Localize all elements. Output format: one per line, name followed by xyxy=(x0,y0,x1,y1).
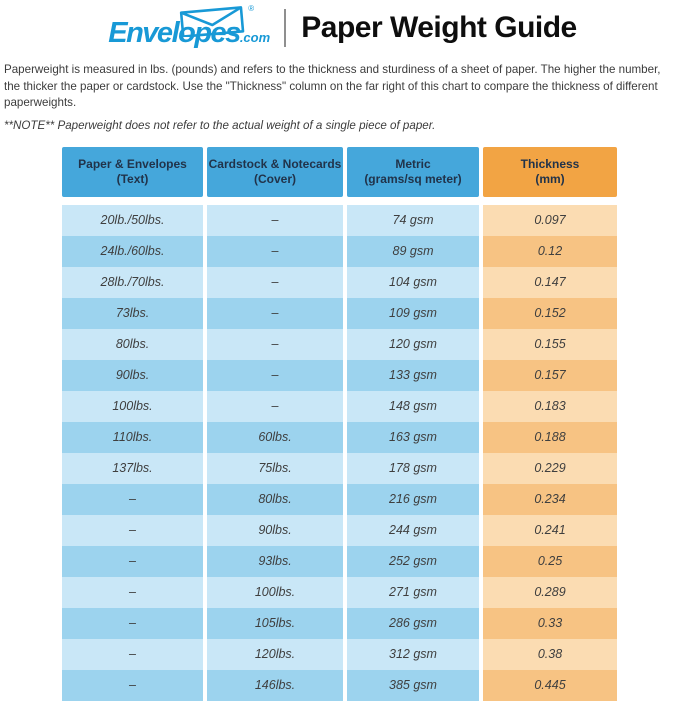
intro-paragraph: Paperweight is measured in lbs. (pounds)… xyxy=(4,63,661,109)
cell-cardstock-notecards: – xyxy=(207,235,343,267)
cell-thickness: 0.147 xyxy=(483,266,617,298)
column-header-line: (Cover) xyxy=(253,171,296,186)
column-header-metric: Metric (grams/sq meter) xyxy=(347,146,479,197)
cell-cardstock-notecards: 60lbs. xyxy=(207,421,343,453)
logo-wordmark: Envelopes.com xyxy=(108,17,270,50)
cell-paper-envelopes: – xyxy=(62,545,203,577)
page-title: Paper Weight Guide xyxy=(301,10,577,44)
cell-metric: 104 gsm xyxy=(347,266,479,298)
column-header-cardstock-notecards: Cardstock & Notecards (Cover) xyxy=(207,146,343,197)
cell-thickness: 0.188 xyxy=(483,421,617,453)
cell-paper-envelopes: 28lb./70lbs. xyxy=(62,266,203,298)
cell-cardstock-notecards: 146lbs. xyxy=(207,669,343,701)
cell-thickness: 0.12 xyxy=(483,235,617,267)
cell-metric: 216 gsm xyxy=(347,483,479,515)
table-body: 20lb./50lbs. –74 gsm 0.097 24lb./60lbs. –89 … xyxy=(62,204,617,701)
column-header-line: (mm) xyxy=(535,171,565,186)
cell-thickness: 0.25 xyxy=(483,545,617,577)
vertical-divider xyxy=(284,8,287,47)
cell-metric: 74 gsm xyxy=(347,204,479,236)
cell-metric: 271 gsm xyxy=(347,576,479,608)
cell-paper-envelopes: 137lbs. xyxy=(62,452,203,484)
cell-paper-envelopes: 90lbs. xyxy=(62,359,203,391)
envelope-icon xyxy=(180,5,245,37)
cell-metric: 109 gsm xyxy=(347,297,479,329)
cell-paper-envelopes: 20lb./50lbs. xyxy=(62,204,203,236)
cell-metric: 178 gsm xyxy=(347,452,479,484)
envelopes-logo: ® Envelopes.com xyxy=(102,4,274,52)
cell-paper-envelopes: 100lbs. xyxy=(62,390,203,422)
cell-cardstock-notecards: – xyxy=(207,297,343,329)
cell-cardstock-notecards: 105lbs. xyxy=(207,607,343,639)
column-header-line: Paper & Envelopes xyxy=(78,156,187,171)
table-header-row: Paper & Envelopes (Text) Cardstock & Not… xyxy=(62,146,617,197)
cell-paper-envelopes: 110lbs. xyxy=(62,421,203,453)
cell-thickness: 0.33 xyxy=(483,607,617,639)
cell-thickness: 0.445 xyxy=(483,669,617,701)
cell-cardstock-notecards: 75lbs. xyxy=(207,452,343,484)
cell-cardstock-notecards: 90lbs. xyxy=(207,514,343,546)
cell-paper-envelopes: 73lbs. xyxy=(62,297,203,329)
cell-thickness: 0.152 xyxy=(483,297,617,329)
column-header-line: Cardstock & Notecards xyxy=(208,156,342,171)
registered-trademark: ® xyxy=(248,3,255,13)
cell-metric: 148 gsm xyxy=(347,390,479,422)
cell-thickness: 0.157 xyxy=(483,359,617,391)
cell-paper-envelopes: – xyxy=(62,607,203,639)
column-header-line: Metric xyxy=(395,156,431,171)
cell-thickness: 0.097 xyxy=(483,204,617,236)
cell-cardstock-notecards: – xyxy=(207,328,343,360)
cell-cardstock-notecards: – xyxy=(207,266,343,298)
paper-weight-table: Paper & Envelopes (Text) Cardstock & Not… xyxy=(62,146,617,701)
column-header-line: Thickness xyxy=(520,156,580,171)
cell-metric: 244 gsm xyxy=(347,514,479,546)
intro-note: **NOTE** Paperweight does not refer to t… xyxy=(4,118,436,132)
brand-bar: ® Envelopes.com Paper Weight Guide xyxy=(0,0,679,52)
column-header-thickness: Thickness (mm) xyxy=(483,146,617,197)
cell-cardstock-notecards: 120lbs. xyxy=(207,638,343,670)
cell-metric: 89 gsm xyxy=(347,235,479,267)
cell-paper-envelopes: 24lb./60lbs. xyxy=(62,235,203,267)
cell-metric: 163 gsm xyxy=(347,421,479,453)
cell-paper-envelopes: – xyxy=(62,514,203,546)
cell-metric: 312 gsm xyxy=(347,638,479,670)
cell-metric: 252 gsm xyxy=(347,545,479,577)
cell-metric: 133 gsm xyxy=(347,359,479,391)
cell-paper-envelopes: – xyxy=(62,483,203,515)
cell-thickness: 0.241 xyxy=(483,514,617,546)
cell-cardstock-notecards: – xyxy=(207,204,343,236)
column-header-line: (Text) xyxy=(116,171,149,186)
cell-cardstock-notecards: – xyxy=(207,359,343,391)
cell-cardstock-notecards: 93lbs. xyxy=(207,545,343,577)
logo-tld: .com xyxy=(239,29,271,45)
cell-cardstock-notecards: 100lbs. xyxy=(207,576,343,608)
cell-paper-envelopes: – xyxy=(62,669,203,701)
intro-section: Paperweight is measured in lbs. (pounds)… xyxy=(4,62,675,132)
cell-thickness: 0.155 xyxy=(483,328,617,360)
cell-thickness: 0.38 xyxy=(483,638,617,670)
cell-thickness: 0.289 xyxy=(483,576,617,608)
cell-thickness: 0.183 xyxy=(483,390,617,422)
column-header-line: (grams/sq meter) xyxy=(364,171,462,186)
cell-cardstock-notecards: 80lbs. xyxy=(207,483,343,515)
cell-metric: 120 gsm xyxy=(347,328,479,360)
cell-paper-envelopes: – xyxy=(62,638,203,670)
cell-paper-envelopes: 80lbs. xyxy=(62,328,203,360)
cell-thickness: 0.229 xyxy=(483,452,617,484)
cell-metric: 286 gsm xyxy=(347,607,479,639)
cell-thickness: 0.234 xyxy=(483,483,617,515)
column-header-paper-envelopes: Paper & Envelopes (Text) xyxy=(62,146,203,197)
cell-cardstock-notecards: – xyxy=(207,390,343,422)
logo-brand: Envelopes xyxy=(108,16,241,49)
cell-paper-envelopes: – xyxy=(62,576,203,608)
cell-metric: 385 gsm xyxy=(347,669,479,701)
